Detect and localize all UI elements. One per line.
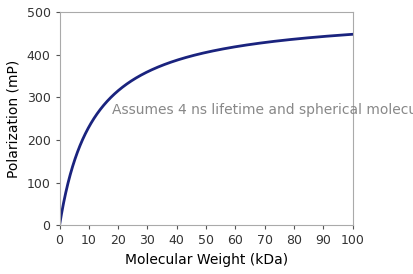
X-axis label: Molecular Weight (kDa): Molecular Weight (kDa) <box>124 253 287 267</box>
Text: Assumes 4 ns lifetime and spherical molecule: Assumes 4 ns lifetime and spherical mole… <box>112 103 413 117</box>
Y-axis label: Polarization (mP): Polarization (mP) <box>7 59 21 178</box>
